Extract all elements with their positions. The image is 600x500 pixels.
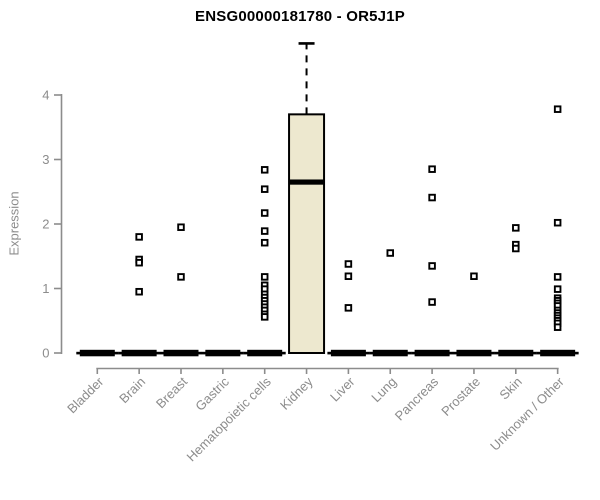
outlier-point	[386, 249, 395, 257]
outlier-point	[428, 262, 436, 270]
outlier-point	[135, 258, 143, 267]
outlier-point	[260, 166, 269, 174]
outlier-point	[260, 238, 269, 247]
collapsed-box	[247, 349, 283, 357]
x-tick-label: Kidney	[277, 374, 316, 413]
x-tick-label: Prostate	[438, 374, 483, 419]
outlier-point	[470, 272, 478, 280]
collapsed-box	[414, 349, 450, 357]
outlier-point	[428, 165, 436, 173]
chart-title: ENSG00000181780 - OR5J1P	[195, 8, 405, 25]
collapsed-box	[205, 349, 241, 357]
x-tick-label: Skin	[496, 374, 524, 402]
collapsed-box	[498, 349, 534, 357]
y-tick-label: 3	[42, 152, 49, 167]
outlier-point	[428, 298, 436, 306]
collapsed-box	[456, 349, 492, 357]
outlier-point	[177, 223, 185, 231]
outlier-point	[512, 244, 520, 253]
outlier-point	[177, 273, 185, 281]
outlier-point	[344, 304, 353, 312]
box	[288, 113, 326, 354]
y-tick-label: 1	[42, 281, 49, 296]
collapsed-box	[372, 349, 408, 357]
outlier-point	[260, 273, 269, 281]
outlier-point	[553, 285, 562, 293]
collapsed-box	[79, 349, 115, 357]
outlier-point	[260, 227, 269, 235]
x-tick-label: Liver	[327, 374, 358, 405]
collapsed-box	[121, 349, 157, 357]
outlier-point	[512, 224, 520, 232]
outlier-point	[553, 105, 562, 113]
x-tick-label: Unknown / Other	[487, 374, 567, 454]
collapsed-box	[330, 349, 366, 357]
outlier-point	[428, 193, 436, 202]
y-tick-label: 2	[42, 217, 49, 232]
y-tick-label: 4	[42, 88, 49, 103]
x-tick-label: Pancreas	[392, 374, 442, 424]
outlier-point	[344, 272, 353, 280]
median-line	[289, 179, 325, 185]
outlier-point	[260, 209, 269, 217]
x-tick-label: Bladder	[64, 374, 107, 417]
x-tick-label: Breast	[153, 374, 190, 411]
outlier-point	[553, 218, 562, 227]
collapsed-box	[163, 349, 199, 357]
outlier-point	[135, 233, 143, 241]
x-tick-label: Lung	[368, 374, 399, 405]
outlier-point	[553, 273, 562, 281]
x-tick-label: Brain	[116, 374, 148, 406]
outlier-point	[135, 287, 143, 296]
outlier-point	[344, 260, 353, 268]
outlier-point	[260, 313, 269, 321]
outlier-point	[260, 185, 269, 193]
collapsed-box	[540, 349, 576, 357]
x-tick-label: Gastric	[192, 374, 232, 414]
y-tick-label: 0	[42, 346, 49, 361]
outlier-point	[553, 323, 562, 331]
